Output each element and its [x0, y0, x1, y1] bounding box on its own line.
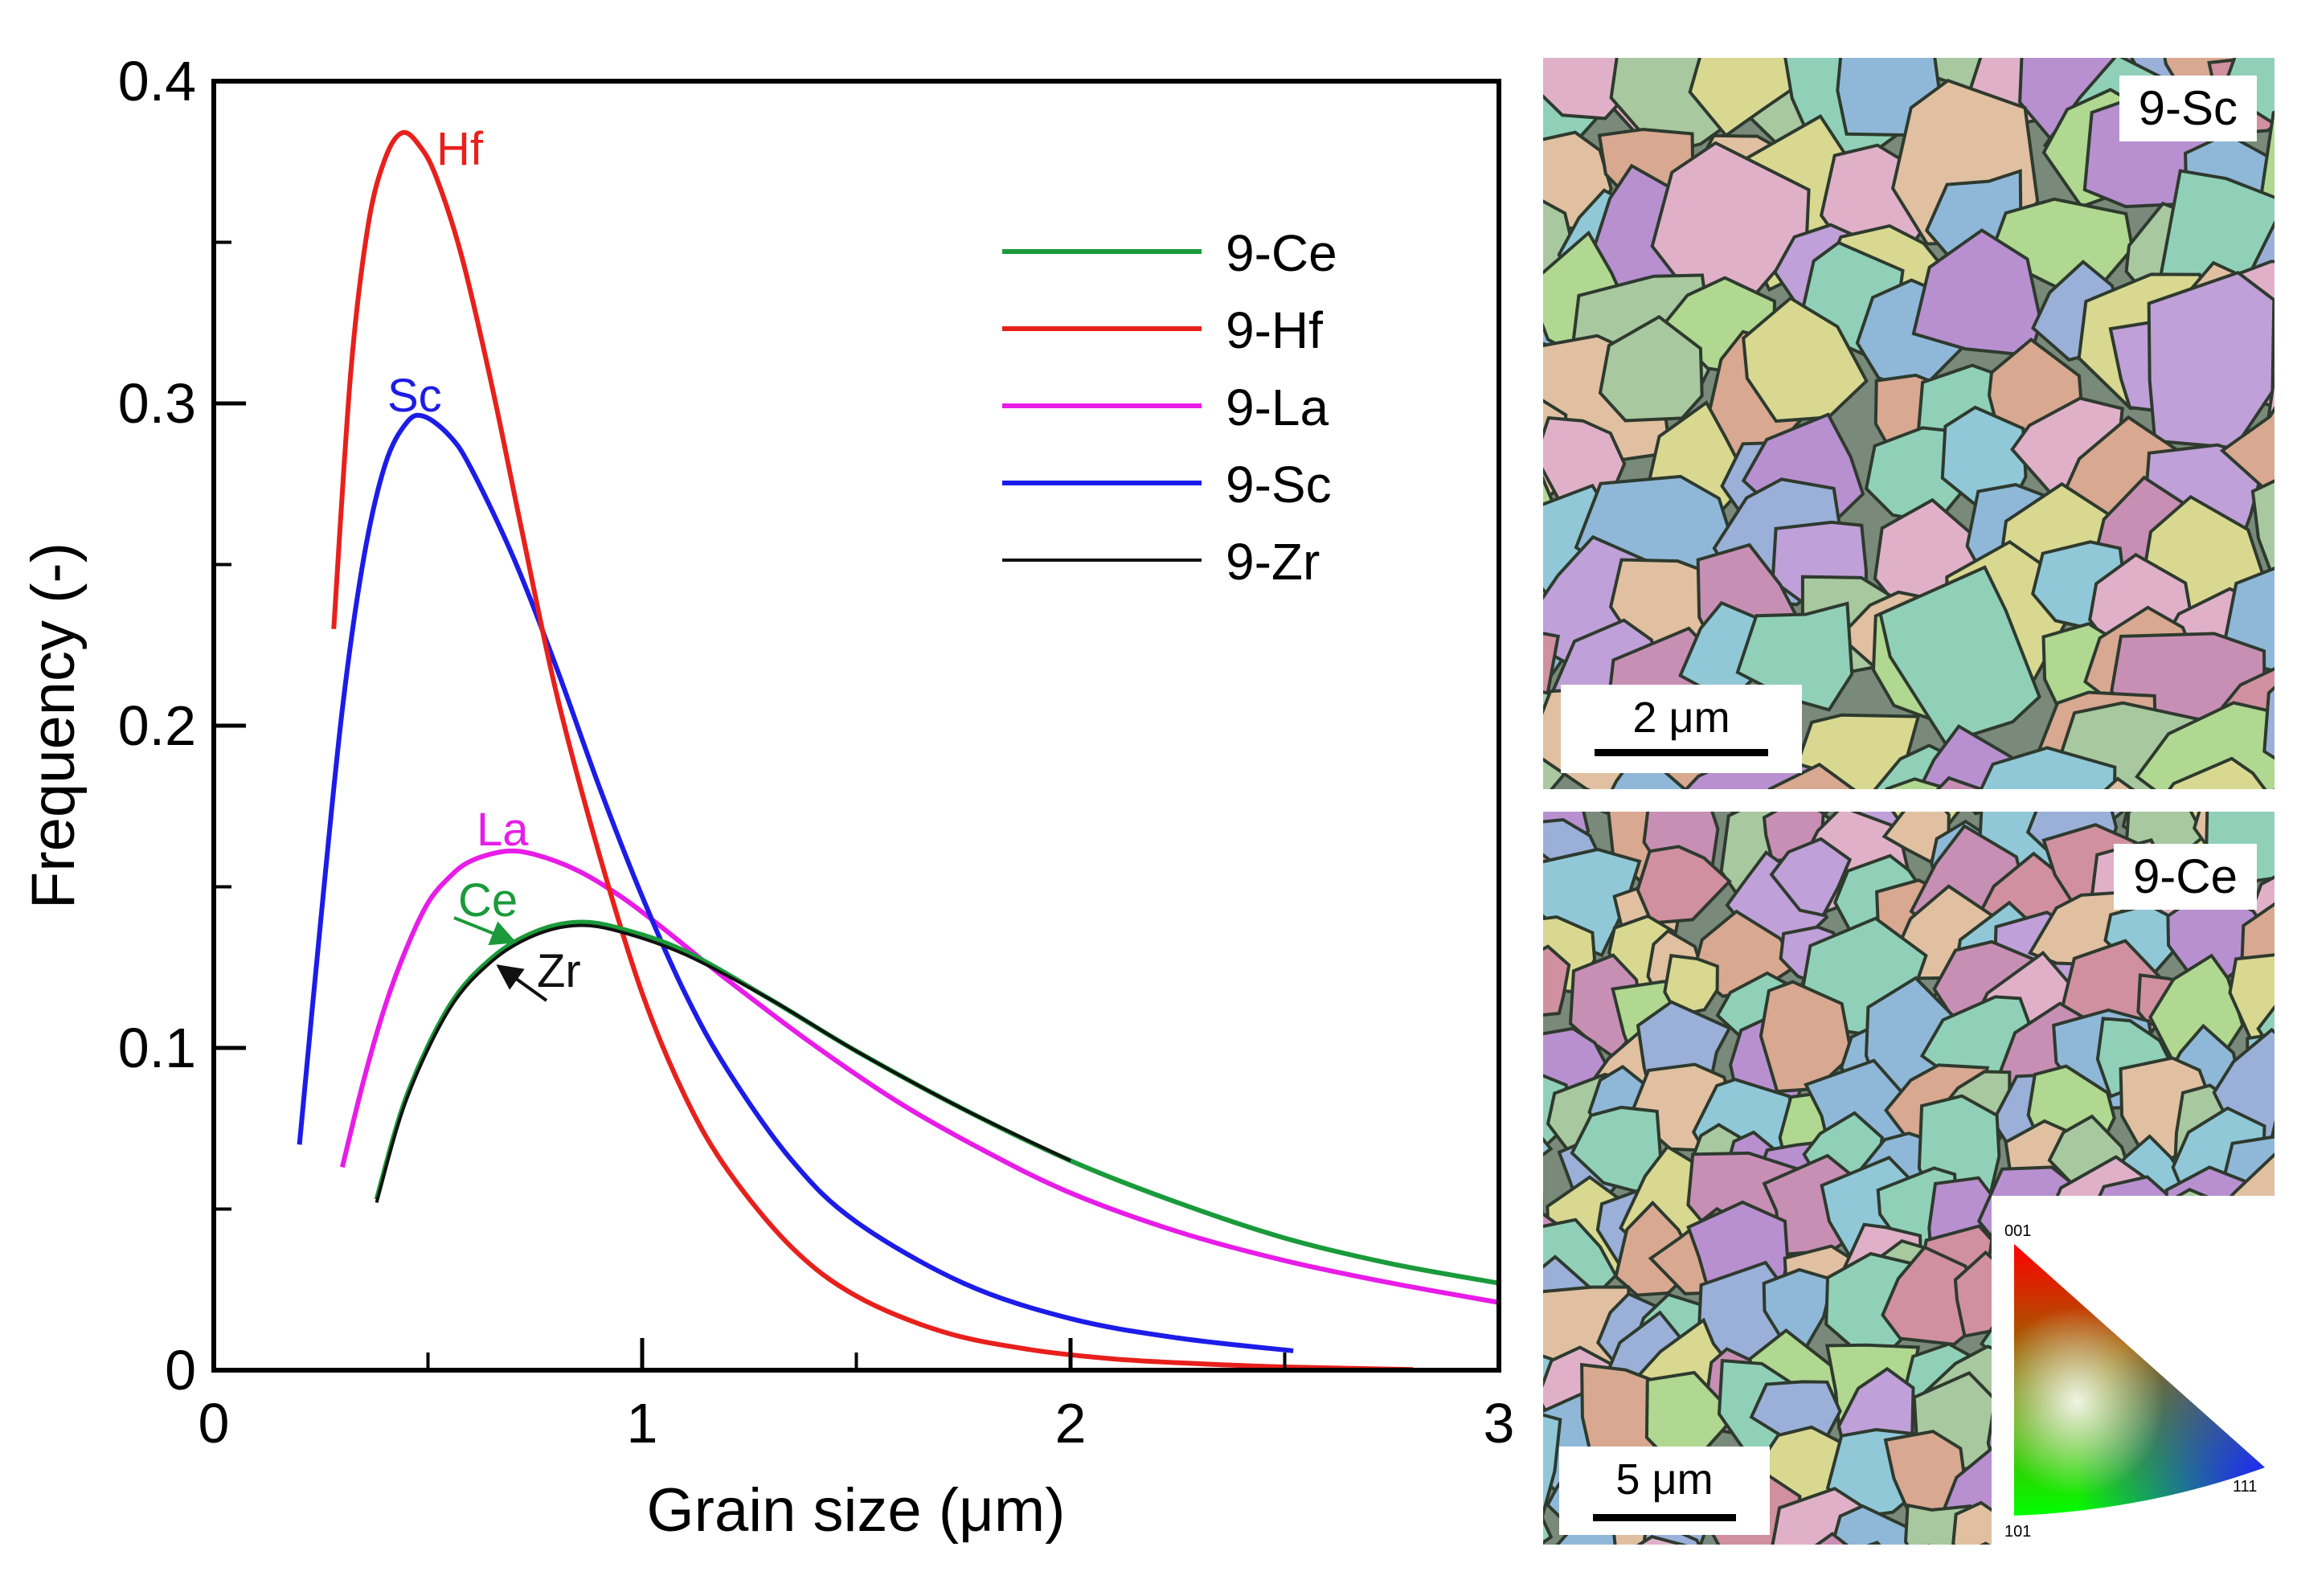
- micrograph-9-sc: 9-Sc 2 μm: [1543, 58, 2274, 789]
- arrow-zr: [496, 964, 548, 1002]
- ipf-label-101: 101: [2004, 1523, 2031, 1541]
- label-la: La: [477, 804, 529, 856]
- micrograph-9-ce: 9-Ce 5 μm: [1543, 812, 2274, 1545]
- series-line-9-zr: [375, 923, 1071, 1204]
- x-tick-label: 0: [199, 1392, 230, 1455]
- y-tick-label: 0.2: [118, 694, 196, 757]
- y-axis-label: Frequency (-): [19, 542, 88, 909]
- y-tick-label: 0: [165, 1339, 196, 1402]
- grain-texture: [1543, 58, 2274, 789]
- scale-bar-line: [1593, 1514, 1736, 1521]
- ipf-label-001: 001: [2004, 1222, 2031, 1240]
- x-tick-label: 3: [1484, 1392, 1515, 1455]
- grain-size-chart: 0 1 2 3 0 0.1 0.2 0.3 0.4 Grain size (μm) Freque…: [19, 50, 1515, 1545]
- grain-texture: [1543, 812, 2274, 1545]
- legend-label-9-zr: 9-Zr: [1226, 533, 1320, 591]
- label-hf: Hf: [436, 123, 484, 175]
- micrograph-tag-9-ce: 9-Ce: [2113, 844, 2257, 910]
- legend: 9-Ce 9-Hf 9-La 9-Sc 9-Zr: [1002, 224, 1337, 591]
- ipf-legend-box: 001 101 001 111: [1992, 1196, 2274, 1545]
- label-zr: Zr: [537, 945, 581, 997]
- scale-bar-5um: 5 μm: [1559, 1447, 1770, 1535]
- y-tick-label: 0.4: [118, 50, 196, 113]
- micrograph-tag-9-sc: 9-Sc: [2119, 76, 2257, 141]
- series-line-9-hf: [331, 129, 1414, 1370]
- x-axis-label: Grain size (μm): [647, 1476, 1066, 1545]
- series-line-9-sc: [297, 412, 1294, 1353]
- legend-label-9-ce: 9-Ce: [1226, 224, 1337, 282]
- label-sc: Sc: [387, 370, 442, 422]
- y-tick-label: 0.1: [118, 1017, 196, 1079]
- legend-label-9-hf: 9-Hf: [1226, 301, 1323, 359]
- y-tick-label: 0.3: [118, 372, 196, 435]
- x-tick-label: 1: [627, 1392, 658, 1455]
- arrow-ce: [453, 916, 517, 946]
- label-ce: Ce: [458, 874, 518, 927]
- ipf-label-111-visible: 111: [2233, 1478, 2257, 1496]
- scale-bar-label: 2 μm: [1632, 694, 1730, 742]
- legend-label-9-sc: 9-Sc: [1226, 456, 1332, 514]
- scale-bar-2um: 2 μm: [1561, 685, 1802, 773]
- scale-bar-line: [1595, 749, 1768, 756]
- x-tick-label: 2: [1055, 1392, 1087, 1455]
- legend-label-9-la: 9-La: [1226, 379, 1329, 436]
- series-line-9-la: [339, 848, 1499, 1305]
- scale-bar-label: 5 μm: [1615, 1455, 1714, 1504]
